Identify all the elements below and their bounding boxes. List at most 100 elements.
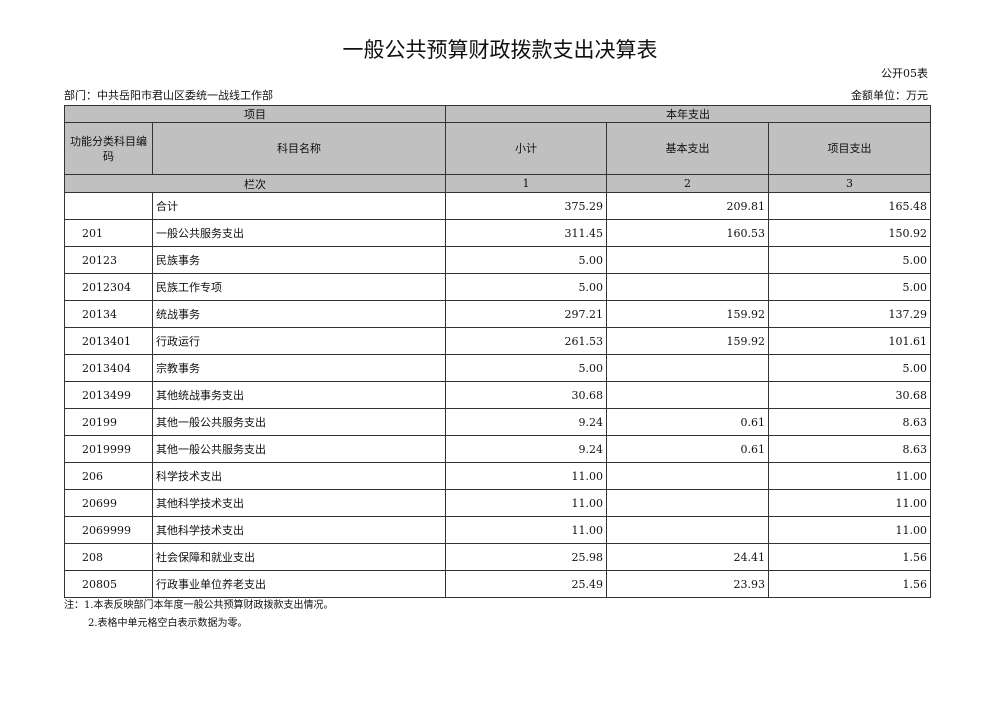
cell-subtotal: 375.29	[445, 192, 607, 220]
cell-program: 8.63	[768, 435, 931, 463]
header-project: 项目	[64, 105, 446, 123]
cell-basic: 159.92	[606, 300, 769, 328]
cell-code: 2013404	[64, 354, 153, 382]
cell-basic	[606, 489, 769, 517]
cell-basic: 0.61	[606, 435, 769, 463]
cell-subtotal: 11.00	[445, 462, 607, 490]
cell-subtotal: 25.49	[445, 570, 607, 598]
cell-basic	[606, 246, 769, 274]
cell-program: 5.00	[768, 273, 931, 301]
table-row: 20123 民族事务 5.00 5.00	[64, 246, 931, 274]
cell-subtotal: 11.00	[445, 516, 607, 544]
header-row-index: 栏次 1 2 3	[64, 174, 931, 193]
table-row: 2013499 其他统战事务支出 30.68 30.68	[64, 381, 931, 409]
cell-name: 民族事务	[152, 246, 446, 274]
cell-basic	[606, 516, 769, 544]
cell-code: 20199	[64, 408, 153, 436]
cell-basic: 160.53	[606, 219, 769, 247]
cell-name: 民族工作专项	[152, 273, 446, 301]
form-number: 公开05表	[881, 67, 928, 80]
cell-name: 统战事务	[152, 300, 446, 328]
table-row: 合计 375.29 209.81 165.48	[64, 192, 931, 220]
cell-name: 其他一般公共服务支出	[152, 408, 446, 436]
cell-program: 5.00	[768, 354, 931, 382]
cell-basic	[606, 354, 769, 382]
cell-subtotal: 311.45	[445, 219, 607, 247]
cell-name: 一般公共服务支出	[152, 219, 446, 247]
cell-subtotal: 5.00	[445, 354, 607, 382]
cell-name: 行政运行	[152, 327, 446, 355]
table-row: 20199 其他一般公共服务支出 9.24 0.61 8.63	[64, 408, 931, 436]
cell-program: 1.56	[768, 543, 931, 571]
cell-code: 20805	[64, 570, 153, 598]
cell-code: 20699	[64, 489, 153, 517]
cell-basic: 159.92	[606, 327, 769, 355]
page-title: 一般公共预算财政拨款支出决算表	[342, 38, 658, 62]
header-name: 科目名称	[152, 122, 446, 175]
table-row: 201 一般公共服务支出 311.45 160.53 150.92	[64, 219, 931, 247]
header-current-year: 本年支出	[445, 105, 931, 123]
cell-program: 11.00	[768, 516, 931, 544]
cell-basic	[606, 462, 769, 490]
table-row: 2012304 民族工作专项 5.00 5.00	[64, 273, 931, 301]
cell-code: 2069999	[64, 516, 153, 544]
notes: 注：1.本表反映部门本年度一般公共预算财政拨款支出情况。 2.表格中单元格空白表…	[64, 597, 334, 633]
cell-subtotal: 5.00	[445, 246, 607, 274]
cell-subtotal: 11.00	[445, 489, 607, 517]
cell-name: 社会保障和就业支出	[152, 543, 446, 571]
cell-basic: 0.61	[606, 408, 769, 436]
cell-program: 30.68	[768, 381, 931, 409]
header-code: 功能分类科目编码	[64, 122, 153, 175]
cell-basic: 23.93	[606, 570, 769, 598]
table-row: 2013404 宗教事务 5.00 5.00	[64, 354, 931, 382]
table-row: 20699 其他科学技术支出 11.00 11.00	[64, 489, 931, 517]
cell-subtotal: 5.00	[445, 273, 607, 301]
header-row-1: 项目 本年支出	[64, 105, 931, 123]
cell-name: 其他统战事务支出	[152, 381, 446, 409]
cell-name: 行政事业单位养老支出	[152, 570, 446, 598]
table-row: 208 社会保障和就业支出 25.98 24.41 1.56	[64, 543, 931, 571]
cell-name: 宗教事务	[152, 354, 446, 382]
cell-program: 101.61	[768, 327, 931, 355]
table-row: 2013401 行政运行 261.53 159.92 101.61	[64, 327, 931, 355]
cell-code: 208	[64, 543, 153, 571]
header-col2: 2	[606, 174, 769, 193]
cell-program: 11.00	[768, 489, 931, 517]
cell-program: 8.63	[768, 408, 931, 436]
header-row-2: 功能分类科目编码 科目名称 小计 基本支出 项目支出	[64, 122, 931, 175]
cell-name: 其他科学技术支出	[152, 516, 446, 544]
cell-program: 5.00	[768, 246, 931, 274]
cell-subtotal: 297.21	[445, 300, 607, 328]
cell-program: 137.29	[768, 300, 931, 328]
header-basic: 基本支出	[606, 122, 769, 175]
note-2: 2.表格中单元格空白表示数据为零。	[88, 618, 248, 629]
header-col3: 3	[768, 174, 931, 193]
cell-code: 20123	[64, 246, 153, 274]
note-1: 注：1.本表反映部门本年度一般公共预算财政拨款支出情况。	[64, 600, 334, 611]
cell-program: 165.48	[768, 192, 931, 220]
cell-code: 2019999	[64, 435, 153, 463]
header-column-index: 栏次	[64, 174, 446, 193]
cell-name: 其他一般公共服务支出	[152, 435, 446, 463]
table-row: 206 科学技术支出 11.00 11.00	[64, 462, 931, 490]
header-program: 项目支出	[768, 122, 931, 175]
cell-name: 合计	[152, 192, 446, 220]
cell-program: 1.56	[768, 570, 931, 598]
cell-code: 206	[64, 462, 153, 490]
cell-subtotal: 25.98	[445, 543, 607, 571]
table-row: 2069999 其他科学技术支出 11.00 11.00	[64, 516, 931, 544]
cell-code	[64, 192, 153, 220]
cell-basic: 24.41	[606, 543, 769, 571]
table-row: 2019999 其他一般公共服务支出 9.24 0.61 8.63	[64, 435, 931, 463]
cell-subtotal: 9.24	[445, 435, 607, 463]
cell-basic	[606, 273, 769, 301]
cell-code: 20134	[64, 300, 153, 328]
cell-subtotal: 261.53	[445, 327, 607, 355]
cell-program: 11.00	[768, 462, 931, 490]
header-subtotal: 小计	[445, 122, 607, 175]
department: 部门：中共岳阳市君山区委统一战线工作部	[64, 89, 273, 102]
table-row: 20805 行政事业单位养老支出 25.49 23.93 1.56	[64, 570, 931, 598]
cell-subtotal: 9.24	[445, 408, 607, 436]
amount-unit: 金额单位：万元	[851, 89, 928, 102]
